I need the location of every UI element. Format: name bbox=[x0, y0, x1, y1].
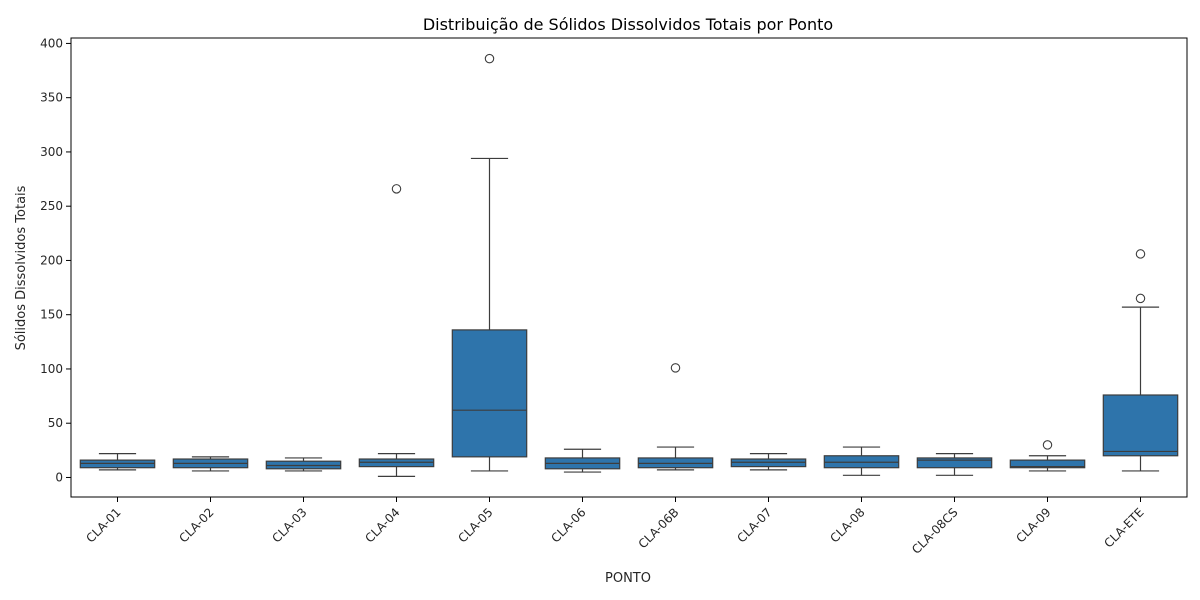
x-tick-label: CLA-01 bbox=[83, 505, 123, 545]
y-tick-label: 300 bbox=[40, 145, 63, 159]
outlier-point bbox=[1135, 293, 1146, 304]
box-CLA-09 bbox=[1009, 459, 1086, 469]
y-tick-label: 400 bbox=[40, 36, 63, 50]
outlier-point bbox=[670, 363, 681, 373]
outlier-point bbox=[391, 184, 402, 194]
x-tick-label: CLA-06 bbox=[548, 505, 588, 545]
y-tick-label: 50 bbox=[48, 416, 63, 430]
x-tick-label: CLA-02 bbox=[176, 505, 216, 545]
y-tick-label: 150 bbox=[40, 308, 63, 322]
x-tick-label: CLA-04 bbox=[362, 505, 402, 545]
plot-area: 0 50 100 150 200 250 300 350 400 CLA-01 CLA-02 CLA-… bbox=[40, 36, 1188, 557]
x-tick-label: CLA-09 bbox=[1013, 505, 1053, 545]
x-tick-label: CLA-07 bbox=[734, 505, 774, 545]
x-tick-label: CLA-08CS bbox=[909, 505, 961, 557]
x-tick-label: CLA-06B bbox=[636, 505, 682, 551]
y-tick-label: 250 bbox=[40, 199, 63, 213]
box-CLA-ETE bbox=[1102, 394, 1179, 457]
chart-title: Distribuição de Sólidos Dissolvidos Tota… bbox=[423, 15, 833, 34]
y-tick-label: 0 bbox=[55, 470, 63, 484]
y-tick-label: 100 bbox=[40, 362, 63, 376]
y-tick-label: 350 bbox=[40, 91, 63, 105]
axes-frame bbox=[70, 37, 1188, 498]
y-tick-label: 200 bbox=[40, 253, 63, 267]
y-axis-title: Sólidos Dissolvidos Totais bbox=[14, 185, 29, 350]
outlier-point bbox=[1042, 440, 1053, 450]
outlier-point bbox=[484, 53, 495, 64]
box-CLA-05 bbox=[451, 329, 528, 458]
x-tick-label: CLA-08 bbox=[827, 505, 867, 545]
x-tick-label: CLA-03 bbox=[269, 505, 309, 545]
x-tick-label: CLA-05 bbox=[455, 505, 495, 545]
x-tick-label: CLA-ETE bbox=[1101, 505, 1146, 550]
outlier-point bbox=[1135, 249, 1146, 259]
x-axis-title: PONTO bbox=[605, 571, 651, 586]
box-CLA-08CS bbox=[916, 457, 993, 469]
